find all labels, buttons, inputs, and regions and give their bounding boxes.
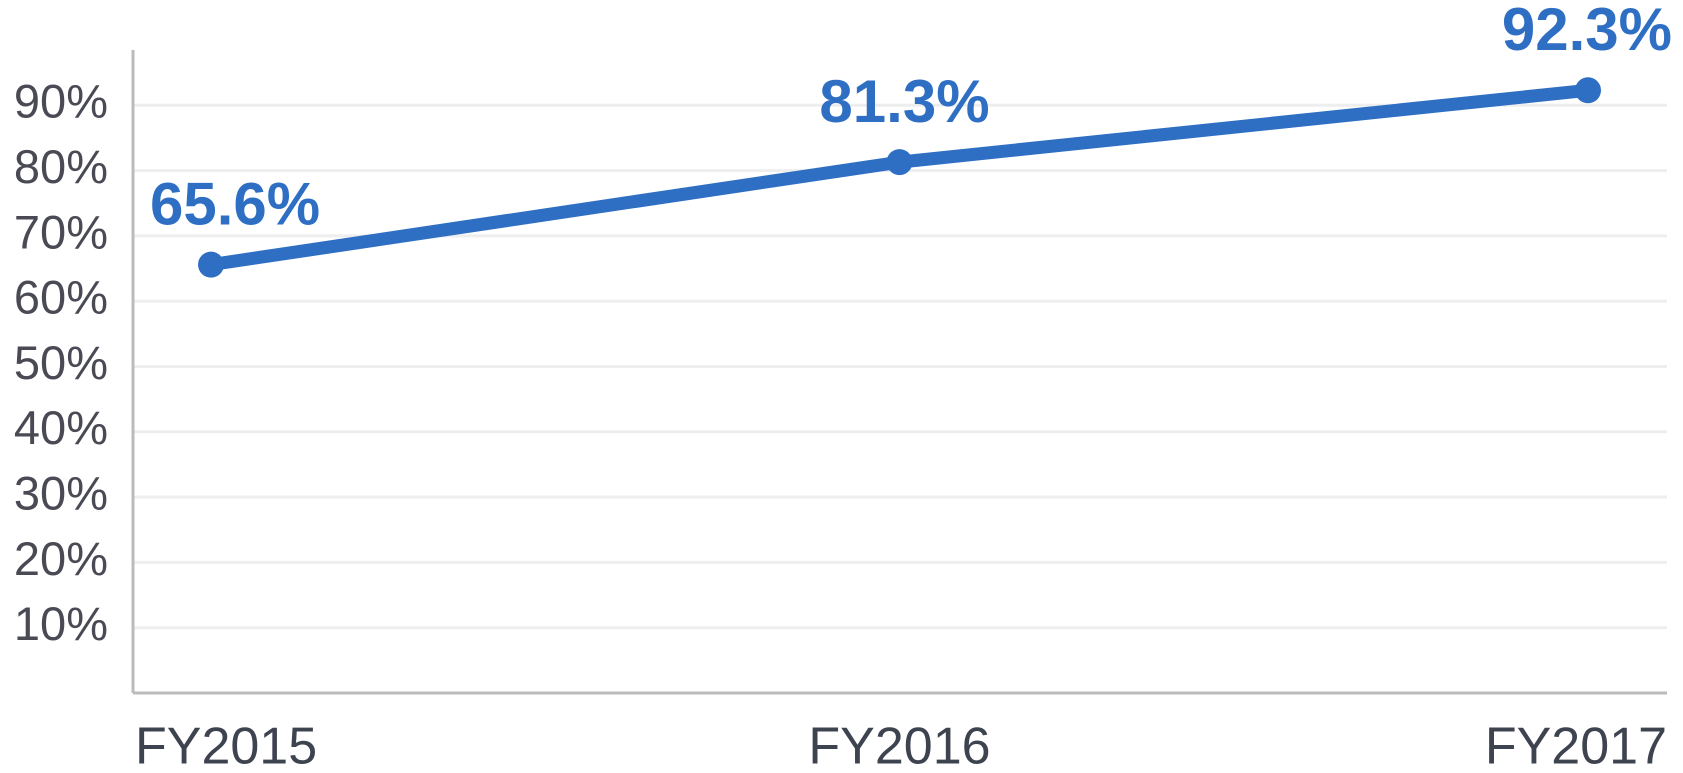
x-tick-label: FY2015 xyxy=(135,718,317,773)
y-tick-label: 70% xyxy=(14,205,108,258)
value-label: 92.3% xyxy=(1502,0,1672,63)
y-tick-label: 50% xyxy=(14,336,108,389)
y-tick-label: 90% xyxy=(14,75,108,128)
point xyxy=(1575,77,1601,104)
y-tick-label: 20% xyxy=(14,532,108,585)
y-tick-label: 60% xyxy=(14,271,108,324)
point xyxy=(198,251,224,278)
value-label: 81.3% xyxy=(819,68,989,135)
value-label: 65.6% xyxy=(150,170,320,237)
y-tick-label: 40% xyxy=(14,401,108,454)
point xyxy=(886,149,913,176)
y-tick-label: 30% xyxy=(14,467,108,520)
y-tick-label: 10% xyxy=(14,597,108,650)
x-tick-label: FY2017 xyxy=(1485,718,1667,773)
y-tick-label: 80% xyxy=(14,140,108,193)
x-tick-label: FY2016 xyxy=(808,718,990,773)
